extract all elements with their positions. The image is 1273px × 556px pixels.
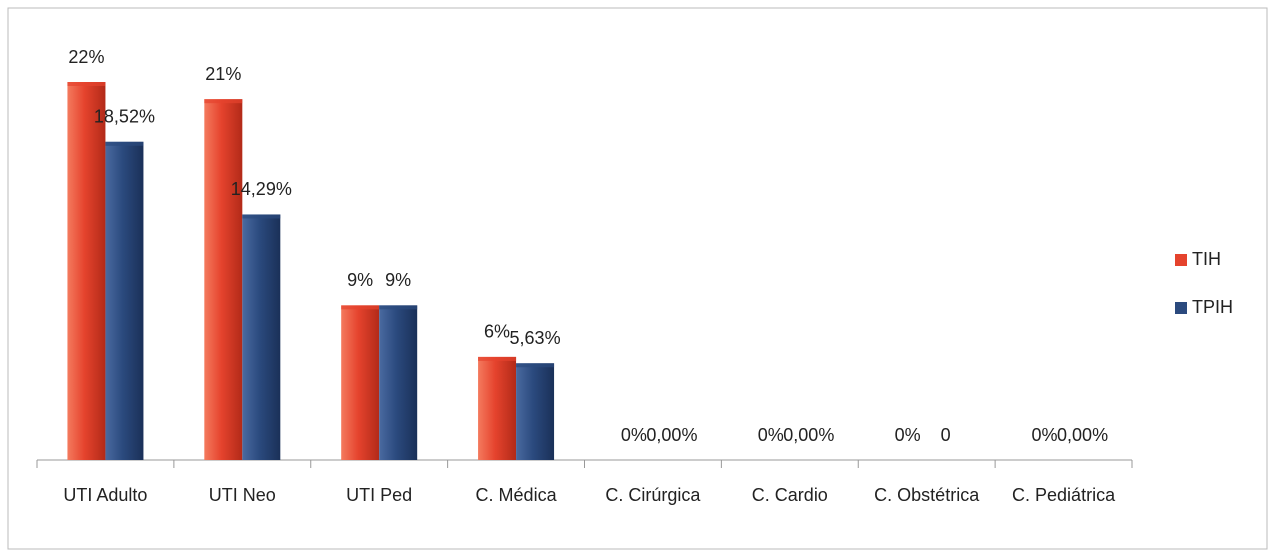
bar — [67, 82, 106, 460]
bar — [478, 356, 517, 460]
x-tick-label: UTI Ped — [346, 485, 412, 505]
data-label: 0 — [941, 425, 951, 445]
bar-top — [67, 82, 106, 86]
data-label: 6% — [484, 322, 510, 342]
data-label: 0% — [895, 425, 921, 445]
x-tick-label: C. Cirúrgica — [605, 485, 701, 505]
x-tick-label: C. Obstétrica — [874, 485, 980, 505]
x-tick-label: C. Cardio — [752, 485, 828, 505]
data-label: 14,29% — [231, 179, 292, 199]
x-tick-label: C. Médica — [476, 485, 558, 505]
data-label: 0% — [1032, 425, 1058, 445]
legend-label: TIH — [1192, 249, 1221, 269]
bar-top — [341, 305, 380, 310]
data-label: 0% — [758, 425, 784, 445]
chart-frame — [7, 7, 1268, 550]
data-label: 0,00% — [646, 425, 697, 445]
data-label: 0,00% — [783, 425, 834, 445]
bar-top — [105, 141, 144, 146]
data-label: 22% — [68, 47, 104, 67]
data-label: 18,52% — [94, 107, 155, 127]
bar — [516, 363, 555, 460]
data-label: 0,00% — [1057, 425, 1108, 445]
bar-top — [478, 356, 517, 361]
data-label: 9% — [347, 270, 373, 290]
bar — [341, 305, 380, 460]
data-label: 9% — [385, 270, 411, 290]
bar-top — [204, 99, 243, 104]
legend-swatch — [1175, 254, 1187, 266]
bar-top — [242, 214, 281, 219]
bar-top — [379, 305, 418, 310]
data-label: 5,63% — [510, 328, 561, 348]
x-tick-label: UTI Adulto — [63, 485, 147, 505]
bar — [204, 99, 243, 460]
data-label: 21% — [205, 64, 241, 84]
legend-swatch — [1175, 302, 1187, 314]
legend-label: TPIH — [1192, 297, 1233, 317]
bar — [242, 214, 281, 460]
bar — [379, 305, 418, 460]
bar — [105, 141, 144, 460]
x-tick-label: C. Pediátrica — [1012, 485, 1116, 505]
data-label: 0% — [621, 425, 647, 445]
bar-top — [516, 363, 555, 368]
x-tick-label: UTI Neo — [209, 485, 276, 505]
